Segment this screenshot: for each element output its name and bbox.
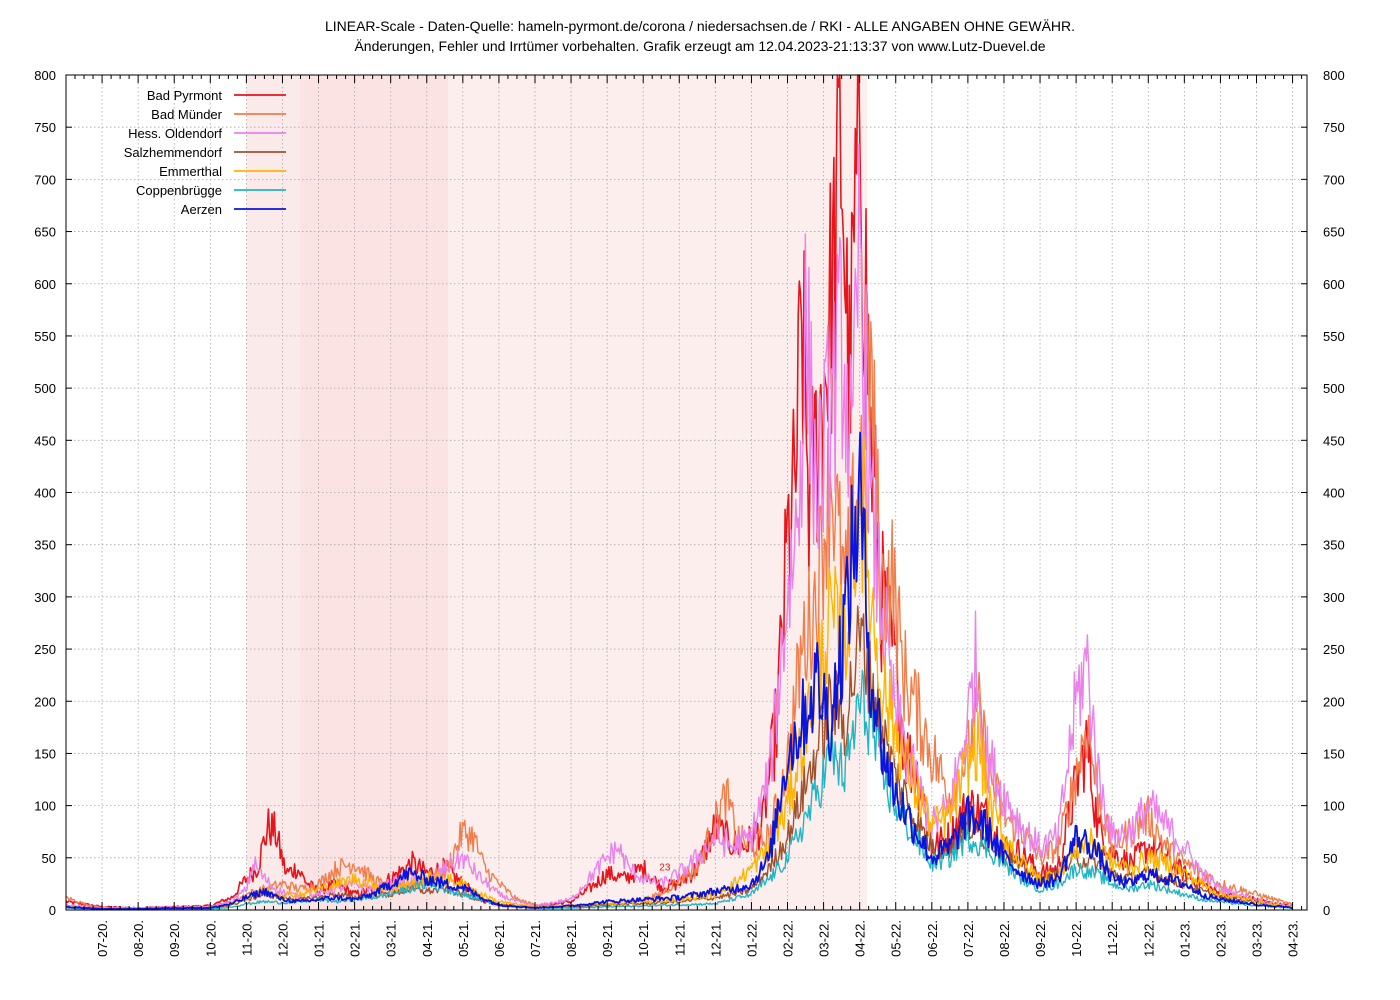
y-tick-label-left-9: 450 — [34, 433, 56, 448]
x-tick-label-9: 04-21. — [420, 920, 435, 957]
y-tick-label-right-4: 200 — [1323, 694, 1345, 709]
x-tick-label-4: 11-20. — [239, 920, 254, 956]
y-tick-label-left-14: 700 — [34, 172, 56, 187]
x-tick-label-17: 12-21. — [708, 920, 723, 957]
y-tick-label-right-0: 0 — [1323, 903, 1330, 918]
annotations: 23 — [659, 862, 671, 873]
y-tick-label-right-15: 750 — [1323, 120, 1345, 135]
y-tick-label-right-2: 100 — [1323, 799, 1345, 814]
y-tick-label-left-6: 300 — [34, 590, 56, 605]
y-tick-label-left-12: 600 — [34, 277, 56, 292]
x-tick-label-16: 11-21. — [672, 920, 687, 956]
y-tick-label-left-2: 100 — [34, 799, 56, 814]
y-tick-label-right-8: 400 — [1323, 486, 1345, 501]
y-axis-left-labels: 0 50 100 150 200 250 300 350 400 450 500 550 600 650 7… — [34, 68, 56, 918]
y-tick-label-right-1: 50 — [1323, 851, 1337, 866]
x-tick-label-19: 02-22. — [781, 920, 796, 957]
y-tick-label-right-6: 300 — [1323, 590, 1345, 605]
x-tick-label-33: 04-23. — [1286, 920, 1301, 957]
x-tick-label-32: 03-23. — [1249, 920, 1264, 957]
legend-label-5: Coppenbrügge — [136, 183, 222, 198]
x-tick-label-8: 03-21. — [384, 920, 399, 957]
y-tick-label-left-4: 200 — [34, 694, 56, 709]
y-tick-label-right-10: 500 — [1323, 381, 1345, 396]
y-axis-right-labels: 0 50 100 150 200 250 300 350 400 450 500 550 600 650 7… — [1323, 68, 1345, 918]
x-tick-label-12: 07-21. — [528, 920, 543, 957]
legend-label-6: Aerzen — [181, 202, 222, 217]
y-tick-label-left-5: 250 — [34, 642, 56, 657]
x-tick-label-1: 08-20. — [131, 920, 146, 957]
y-tick-label-left-7: 350 — [34, 538, 56, 553]
y-tick-label-left-16: 800 — [34, 68, 56, 83]
x-tick-label-27: 10-22. — [1069, 920, 1084, 957]
y-tick-label-left-0: 0 — [49, 903, 56, 918]
y-tick-label-right-3: 150 — [1323, 746, 1345, 761]
legend: Bad Pyrmont Bad Münder Hess. Oldendorf Salz… — [124, 88, 286, 217]
series-line-6 — [65, 431, 1293, 911]
x-tick-label-0: 07-20. — [95, 920, 110, 957]
x-tick-label-18: 01-22. — [744, 920, 759, 957]
x-tick-label-25: 08-22. — [997, 920, 1012, 957]
x-tick-label-7: 02-21. — [348, 920, 363, 957]
gridlines — [66, 75, 1307, 910]
y-tick-label-right-9: 450 — [1323, 433, 1345, 448]
y-tick-label-left-11: 550 — [34, 329, 56, 344]
y-tick-label-left-13: 650 — [34, 225, 56, 240]
axis-ticks — [66, 74, 1307, 911]
x-axis-labels: 07-20. 08-20. 09-20. 10-20. 11-20. 12-20. 01-2… — [95, 920, 1300, 957]
y-tick-label-right-14: 700 — [1323, 172, 1345, 187]
y-tick-label-left-10: 500 — [34, 381, 56, 396]
y-tick-label-left-3: 150 — [34, 746, 56, 761]
series-line-2 — [65, 143, 1293, 909]
chart-header-line-2: Änderungen, Fehler und Irrtümer vorbehal… — [354, 38, 1045, 54]
y-tick-label-right-12: 600 — [1323, 277, 1345, 292]
annotation-label-0: 23 — [659, 862, 671, 873]
legend-label-0: Bad Pyrmont — [147, 88, 223, 103]
x-tick-label-2: 09-20. — [167, 920, 182, 957]
x-tick-label-13: 08-21. — [564, 920, 579, 957]
x-tick-label-5: 12-20. — [275, 920, 290, 957]
x-tick-label-26: 09-22. — [1033, 920, 1048, 957]
y-tick-label-left-1: 50 — [42, 851, 56, 866]
legend-label-1: Bad Münder — [151, 107, 222, 122]
x-tick-label-28: 11-22. — [1105, 920, 1120, 956]
y-tick-label-right-7: 350 — [1323, 538, 1345, 553]
x-tick-label-11: 06-21. — [492, 920, 507, 957]
y-tick-label-left-15: 750 — [34, 120, 56, 135]
x-tick-label-30: 01-23. — [1177, 920, 1192, 957]
y-tick-label-right-13: 650 — [1323, 225, 1345, 240]
x-tick-label-22: 05-22. — [889, 920, 904, 957]
chart-header-line-1: LINEAR-Scale - Daten-Quelle: hameln-pyrm… — [325, 18, 1075, 34]
x-tick-label-23: 06-22. — [925, 920, 940, 957]
legend-label-3: Salzhemmendorf — [124, 145, 223, 160]
y-tick-label-right-5: 250 — [1323, 642, 1345, 657]
x-tick-label-10: 05-21. — [456, 920, 471, 957]
x-tick-label-29: 12-22. — [1141, 920, 1156, 957]
x-tick-label-3: 10-20. — [203, 920, 218, 957]
legend-label-2: Hess. Oldendorf — [128, 126, 222, 141]
y-tick-label-right-11: 550 — [1323, 329, 1345, 344]
x-tick-label-15: 10-21. — [636, 920, 651, 957]
x-tick-label-31: 02-23. — [1213, 920, 1228, 957]
y-tick-label-right-16: 800 — [1323, 68, 1345, 83]
x-tick-label-21: 04-22. — [853, 920, 868, 957]
y-tick-label-left-8: 400 — [34, 486, 56, 501]
x-tick-label-24: 07-22. — [961, 920, 976, 957]
x-tick-label-20: 03-22. — [817, 920, 832, 957]
legend-label-4: Emmerthal — [159, 164, 222, 179]
x-tick-label-6: 01-21. — [312, 920, 327, 957]
x-tick-label-14: 09-21. — [600, 920, 615, 957]
